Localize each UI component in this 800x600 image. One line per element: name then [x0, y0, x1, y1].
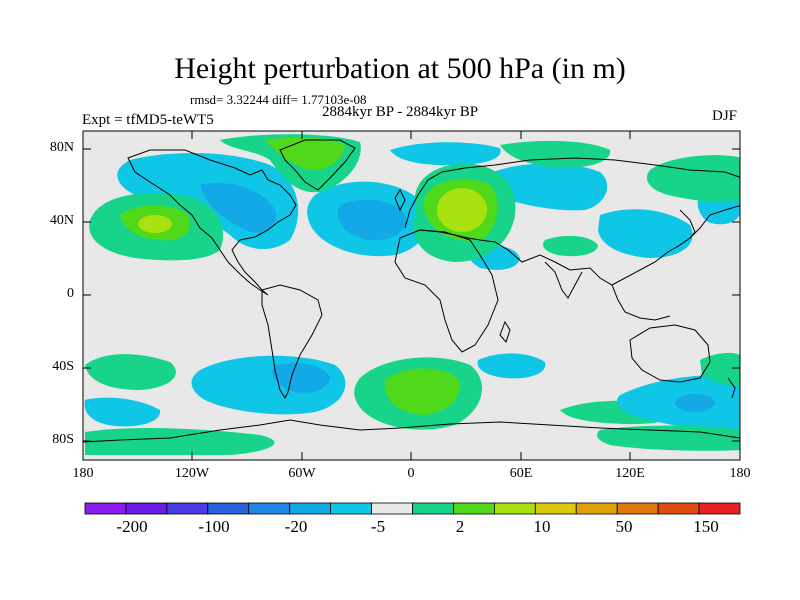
lat-label-80n: 80N: [49, 140, 74, 155]
colorbar-label: -100: [198, 517, 230, 536]
coastline-south-america: [261, 284, 323, 400]
positive-anomaly-greenland-core: [265, 137, 345, 171]
period-label: 2884kyr BP - 2884kyr BP: [322, 104, 479, 120]
positive-anomaly-antarctic: [85, 428, 275, 455]
colorbar-swatch: [125, 502, 168, 515]
colorbar-label: 2: [455, 517, 465, 536]
lon-label-60e: 60E: [509, 466, 533, 481]
lon-label-120w: 120W: [174, 466, 210, 481]
positive-anomaly-n-africa: [543, 235, 598, 257]
negative-anomaly-n-america-core: [200, 182, 276, 233]
positive-anomaly-antarctic-east: [597, 425, 740, 451]
colorbar-swatch: [698, 502, 741, 515]
colorbar-label: -5: [370, 517, 386, 536]
coastlines: [83, 139, 740, 443]
coastline-japan: [679, 209, 696, 239]
map-title: Height perturbation at 500 hPa (in m): [174, 52, 626, 85]
colorbar-swatch: [616, 502, 659, 515]
negative-anomaly-s-indian-core: [675, 394, 715, 412]
colorbar-swatch: [575, 502, 618, 515]
lon-label-120e: 120E: [615, 466, 645, 481]
colorbar-swatch: [453, 502, 495, 515]
colorbar-swatch: [207, 502, 250, 515]
positive-anomaly-europe-peak: [437, 188, 487, 232]
colorbar-label: 150: [693, 517, 719, 536]
rmsd-diff-stats: rmsd= 3.32244 diff= 1.77103e-08: [190, 92, 367, 107]
coastline-africa: [394, 229, 499, 353]
colorbar-swatch: [412, 502, 454, 515]
positive-anomaly-arctic-siberia: [500, 140, 611, 168]
lat-label-40s: 40S: [52, 359, 74, 374]
colorbar-swatch: [657, 502, 700, 515]
season-label: DJF: [712, 108, 738, 124]
colorbar-label: -20: [284, 517, 308, 536]
experiment-label: Expt = tfMD5-teWT5: [82, 112, 214, 128]
lat-label-40n: 40N: [49, 213, 74, 228]
positive-anomaly-s-pacific: [85, 354, 176, 390]
lon-label-60w: 60W: [288, 466, 316, 481]
colorbar-swatch: [84, 502, 127, 515]
lon-label-0: 0: [407, 466, 415, 481]
coastline-greenland: [279, 139, 356, 191]
colorbar-label: -200: [116, 517, 148, 536]
coastline-southeast-asia: [611, 284, 671, 321]
negative-anomaly-arctic: [390, 142, 501, 166]
colorbar-swatch: [330, 502, 372, 515]
coastline-madagascar: [499, 320, 511, 343]
negative-anomaly-sw-pacific: [84, 397, 161, 427]
lon-label-180w: 180: [72, 466, 94, 481]
colorbar-swatch: [534, 502, 577, 515]
axis-ticks: [83, 131, 740, 460]
colorbar-swatch: [493, 502, 536, 515]
positive-anomaly-s-atlantic-core: [384, 368, 460, 415]
colorbar-swatch: [371, 502, 413, 515]
colorbar-swatch: [248, 502, 291, 515]
coastline-australia: [629, 324, 711, 383]
coastline-uk: [394, 188, 406, 212]
negative-anomaly-s-pacific-core: [272, 363, 330, 393]
colorbar-label: 50: [615, 517, 633, 536]
negative-anomaly-indian-ocean: [477, 353, 546, 379]
coastline-north-america: [127, 149, 297, 296]
lon-label-180e: 180: [729, 466, 751, 481]
lat-label-0: 0: [67, 286, 74, 301]
colorbar-swatch: [166, 502, 209, 515]
negative-anomaly-west-pacific: [598, 209, 693, 258]
coastline-india: [544, 261, 583, 299]
colorbar-swatch: [289, 502, 332, 515]
colorbar-label: 10: [533, 517, 551, 536]
colorbar: [84, 502, 741, 515]
coastline-antarctica: [83, 419, 740, 443]
lat-label-80s: 80S: [52, 432, 74, 447]
coastline-new-zealand: [727, 377, 736, 399]
negative-anomaly-atlantic-core: [337, 199, 406, 241]
positive-anomaly-n-pacific-peak: [138, 215, 172, 233]
